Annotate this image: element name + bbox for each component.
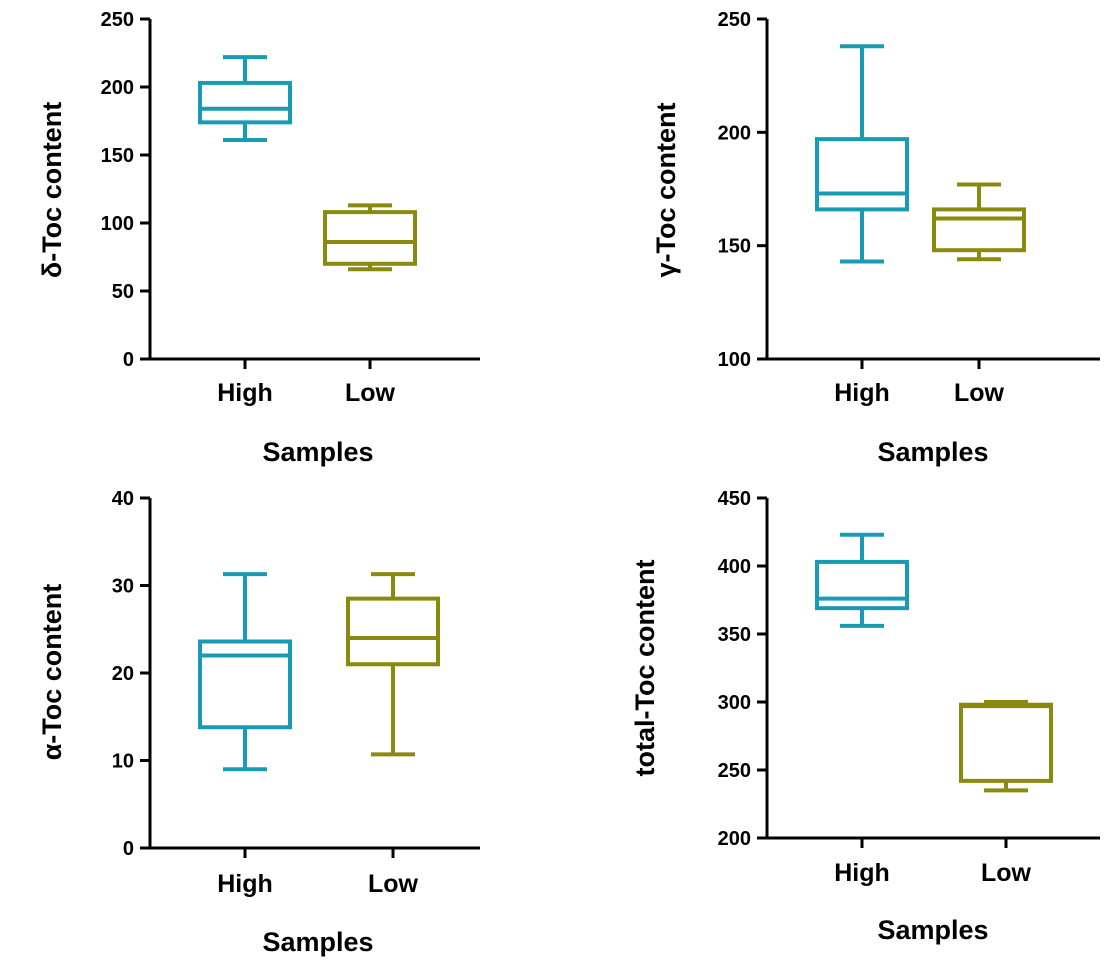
x-category-label: High — [834, 859, 890, 887]
y-tick-label: 100 — [718, 349, 751, 371]
y-tick-label: 350 — [718, 624, 751, 646]
y-tick-label: 0 — [123, 838, 134, 860]
x-axis-title: Samples — [262, 927, 373, 957]
chart-panel-1: 0 50 100 150 200 250 High Low Samples δ-Toc conte… — [37, 9, 480, 467]
y-tick-label: 300 — [718, 692, 751, 714]
y-tick-label: 200 — [718, 828, 751, 850]
box-high — [198, 55, 292, 143]
y-tick-label: 50 — [112, 281, 134, 303]
y-tick-label: 250 — [718, 9, 751, 31]
iqr-box — [346, 596, 440, 667]
y-tick-label: 10 — [112, 751, 134, 773]
x-category-label: High — [217, 379, 273, 407]
box-low — [932, 182, 1026, 262]
x-axis-title: Samples — [877, 437, 988, 467]
y-tick-label: 250 — [718, 760, 751, 782]
x-axis-title: Samples — [262, 437, 373, 467]
x-axis-title: Samples — [877, 915, 988, 945]
box-high — [815, 44, 909, 264]
y-axis-title: α-Toc content — [37, 584, 67, 761]
box-low — [346, 572, 440, 757]
box-low — [959, 700, 1053, 793]
chart-panel-2: 100 150 200 250 High Low Samples γ-Toc content — [651, 9, 1100, 467]
iqr-box — [815, 137, 909, 212]
y-tick-label: 150 — [718, 236, 751, 258]
y-axis-title: total-Toc content — [630, 560, 660, 777]
y-tick-label: 400 — [718, 556, 751, 578]
iqr-box — [323, 210, 417, 266]
box-high — [815, 532, 909, 628]
y-tick-label: 0 — [123, 349, 134, 371]
y-tick-label: 20 — [112, 663, 134, 685]
y-tick-label: 100 — [101, 213, 134, 235]
chart-panel-3: 0 10 20 30 40 High Low Samples α-Toc content — [37, 488, 480, 957]
iqr-box — [198, 80, 292, 125]
y-tick-label: 450 — [718, 488, 751, 510]
iqr-box — [815, 559, 909, 611]
box-high — [198, 572, 292, 772]
x-category-label: Low — [981, 859, 1032, 887]
y-axis-title: γ-Toc content — [651, 102, 681, 277]
x-category-label: Low — [345, 379, 396, 407]
y-tick-label: 200 — [718, 122, 751, 144]
x-category-label: High — [217, 870, 273, 898]
chart-panel-4: 200 250 300 350 400 450 High Low Samples total-To… — [630, 488, 1100, 945]
y-tick-label: 250 — [101, 9, 134, 31]
iqr-box — [932, 207, 1026, 253]
y-tick-label: 30 — [112, 576, 134, 598]
iqr-box — [959, 702, 1053, 783]
y-tick-label: 150 — [101, 145, 134, 167]
y-axis-title: δ-Toc content — [37, 102, 67, 278]
y-tick-label: 200 — [101, 77, 134, 99]
box-low — [323, 203, 417, 272]
x-category-label: Low — [368, 870, 419, 898]
x-category-label: Low — [954, 379, 1005, 407]
y-tick-label: 40 — [112, 488, 134, 510]
x-category-label: High — [834, 379, 890, 407]
